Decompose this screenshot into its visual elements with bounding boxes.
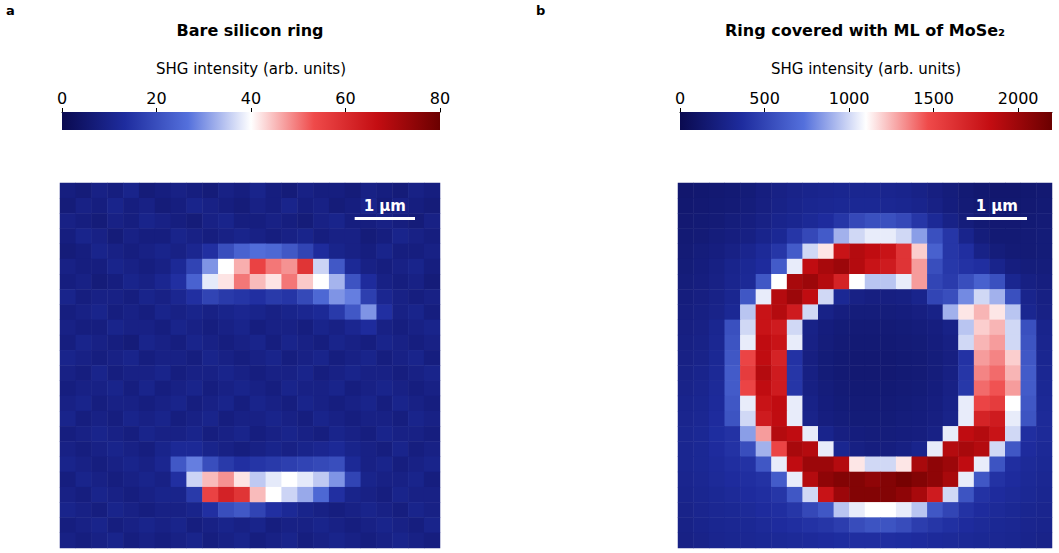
svg-text:60: 60 [335, 89, 355, 108]
svg-text:20: 20 [146, 89, 166, 108]
svg-text:1 µm: 1 µm [976, 197, 1018, 215]
svg-text:a: a [6, 3, 15, 18]
svg-text:2000: 2000 [998, 89, 1039, 108]
svg-text:80: 80 [430, 89, 450, 108]
svg-text:Bare silicon ring: Bare silicon ring [177, 21, 324, 40]
svg-text:b: b [536, 3, 545, 18]
svg-text:Ring covered with ML of MoSe₂: Ring covered with ML of MoSe₂ [725, 21, 1005, 40]
svg-text:SHG intensity (arb. units): SHG intensity (arb. units) [156, 60, 346, 78]
svg-text:SHG intensity (arb. units): SHG intensity (arb. units) [771, 60, 961, 78]
svg-text:1000: 1000 [829, 89, 870, 108]
svg-text:1500: 1500 [913, 89, 954, 108]
svg-text:0: 0 [675, 89, 685, 108]
svg-text:0: 0 [57, 89, 67, 108]
svg-text:500: 500 [749, 89, 780, 108]
svg-text:1 µm: 1 µm [364, 197, 406, 215]
svg-text:40: 40 [241, 89, 261, 108]
